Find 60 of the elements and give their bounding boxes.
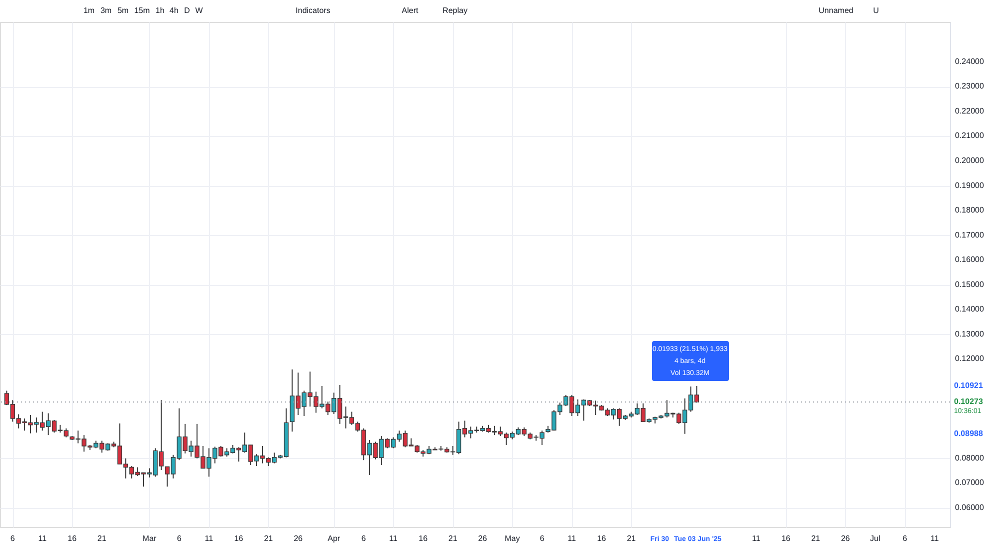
x-tick-label: 6 (361, 534, 366, 543)
ref-line-label: 0.10273 (954, 397, 984, 406)
text: 0.08988 (954, 429, 984, 438)
text: Alert (402, 6, 419, 15)
x-tick-label: 26 (478, 534, 488, 543)
text: W (195, 6, 204, 15)
x-tick-label: 6 (176, 534, 182, 543)
text: D (184, 6, 190, 15)
text: Unnamed (818, 6, 854, 15)
x-tick-label: 26 (294, 534, 304, 543)
y-tick-label: 0.17000 (955, 230, 984, 240)
y-tick-label: 0.08000 (955, 453, 984, 462)
x-tick-label: 26 (840, 534, 850, 543)
x-tick-label: 11 (38, 534, 48, 543)
text: 0.10921 (954, 381, 984, 390)
x-tick-label: 11 (568, 534, 576, 543)
text: 4h (170, 6, 178, 15)
y-tick-label: 0.07000 (955, 478, 984, 488)
text: 5m (117, 6, 129, 15)
y-tick-label: 0.16000 (955, 255, 984, 264)
text: 3m (100, 6, 112, 15)
text: 1h (156, 6, 164, 15)
x-tick-label: 16 (418, 534, 428, 543)
x-tick-label: 21 (448, 534, 458, 543)
y-tick-label: 0.20000 (955, 156, 984, 166)
y-tick-label: 0.12000 (955, 354, 984, 364)
y-tick-label: 0.18000 (955, 206, 984, 215)
x-tick-label: 6 (902, 534, 908, 543)
text: 15m (134, 6, 150, 15)
y-tick-label: 0.24000 (955, 56, 984, 66)
x-tick-label: 21 (811, 534, 821, 543)
x-tick-label: 21 (626, 534, 636, 543)
x-tick-label: 21 (97, 534, 107, 543)
y-tick-label: 0.22000 (955, 106, 984, 116)
x-tick-label: 11 (752, 534, 761, 543)
x-tick-label: 11 (930, 534, 940, 543)
x-tick-label: Apr (328, 534, 340, 543)
text: U (873, 6, 880, 15)
x-tick-label: 6 (540, 534, 545, 543)
x-tick-label: 16 (234, 534, 244, 543)
text: Replay (442, 6, 468, 15)
y-tick-label: 0.19000 (955, 180, 984, 190)
y-tick-label: 0.23000 (955, 82, 984, 91)
x-tick-label: 6 (10, 534, 16, 543)
x-tick-label: 16 (597, 534, 607, 543)
text: Indicators (296, 6, 330, 15)
x-tick-label: May (504, 534, 520, 543)
x-tick-label: 16 (781, 534, 791, 543)
x-tick-label: 16 (68, 534, 78, 543)
y-tick-label: 0.13000 (955, 329, 984, 338)
y-tick-label: 0.21000 (955, 131, 984, 140)
x-tick-label: 11 (389, 534, 398, 543)
x-tick-label: 21 (264, 534, 274, 543)
x-tick-label: Mar (142, 534, 157, 543)
x-tick-label: Jul (870, 534, 880, 543)
text: 1m (83, 6, 95, 15)
y-tick-label: 0.15000 (955, 280, 984, 289)
x-tick-label: 11 (204, 534, 214, 543)
y-tick-label: 0.14000 (955, 304, 984, 314)
y-tick-label: 0.06000 (955, 502, 984, 512)
